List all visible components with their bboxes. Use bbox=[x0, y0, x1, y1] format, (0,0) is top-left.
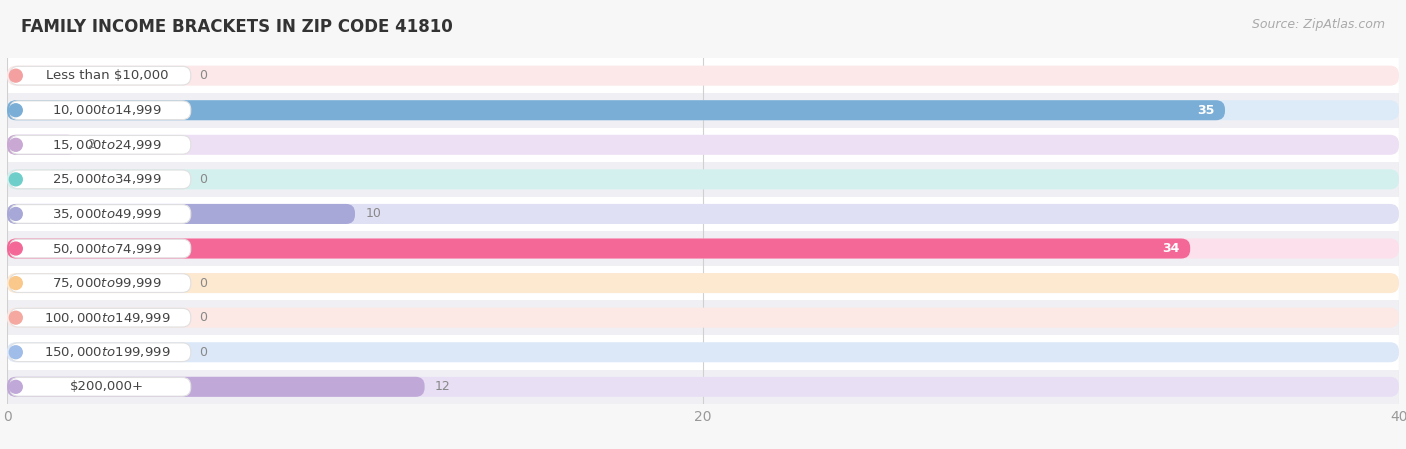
Text: $75,000 to $99,999: $75,000 to $99,999 bbox=[52, 276, 162, 290]
FancyBboxPatch shape bbox=[7, 308, 1399, 328]
FancyBboxPatch shape bbox=[7, 273, 1399, 293]
Text: FAMILY INCOME BRACKETS IN ZIP CODE 41810: FAMILY INCOME BRACKETS IN ZIP CODE 41810 bbox=[21, 18, 453, 36]
Circle shape bbox=[10, 277, 22, 290]
Circle shape bbox=[10, 380, 22, 393]
Text: 0: 0 bbox=[200, 346, 208, 359]
FancyBboxPatch shape bbox=[7, 238, 1399, 259]
Text: 35: 35 bbox=[1197, 104, 1215, 117]
FancyBboxPatch shape bbox=[7, 204, 1399, 224]
Text: Source: ZipAtlas.com: Source: ZipAtlas.com bbox=[1251, 18, 1385, 31]
Text: 34: 34 bbox=[1163, 242, 1180, 255]
FancyBboxPatch shape bbox=[10, 308, 191, 327]
Bar bbox=[7, 162, 1399, 197]
Text: 10: 10 bbox=[366, 207, 381, 220]
FancyBboxPatch shape bbox=[7, 100, 1399, 120]
FancyBboxPatch shape bbox=[7, 135, 1399, 155]
Text: 0: 0 bbox=[200, 277, 208, 290]
FancyBboxPatch shape bbox=[7, 100, 1225, 120]
Text: $25,000 to $34,999: $25,000 to $34,999 bbox=[52, 172, 162, 186]
Text: $35,000 to $49,999: $35,000 to $49,999 bbox=[52, 207, 162, 221]
Text: $10,000 to $14,999: $10,000 to $14,999 bbox=[52, 103, 162, 117]
Circle shape bbox=[10, 311, 22, 324]
FancyBboxPatch shape bbox=[7, 169, 1399, 189]
Bar bbox=[7, 93, 1399, 128]
Bar bbox=[7, 231, 1399, 266]
FancyBboxPatch shape bbox=[7, 342, 1399, 362]
FancyBboxPatch shape bbox=[7, 377, 1399, 397]
FancyBboxPatch shape bbox=[7, 238, 1191, 259]
FancyBboxPatch shape bbox=[10, 66, 191, 85]
Text: $100,000 to $149,999: $100,000 to $149,999 bbox=[44, 311, 170, 325]
Circle shape bbox=[10, 69, 22, 82]
FancyBboxPatch shape bbox=[10, 136, 191, 154]
Bar bbox=[7, 197, 1399, 231]
Text: 0: 0 bbox=[200, 69, 208, 82]
FancyBboxPatch shape bbox=[7, 66, 1399, 86]
Text: 12: 12 bbox=[434, 380, 451, 393]
Text: Less than $10,000: Less than $10,000 bbox=[46, 69, 169, 82]
FancyBboxPatch shape bbox=[7, 135, 77, 155]
Text: 0: 0 bbox=[200, 173, 208, 186]
Text: 0: 0 bbox=[200, 311, 208, 324]
Text: 2: 2 bbox=[87, 138, 96, 151]
Text: $200,000+: $200,000+ bbox=[70, 380, 145, 393]
Bar bbox=[7, 266, 1399, 300]
Text: $50,000 to $74,999: $50,000 to $74,999 bbox=[52, 242, 162, 255]
Circle shape bbox=[10, 173, 22, 186]
FancyBboxPatch shape bbox=[7, 204, 354, 224]
FancyBboxPatch shape bbox=[10, 343, 191, 361]
Text: $150,000 to $199,999: $150,000 to $199,999 bbox=[44, 345, 170, 359]
Bar bbox=[7, 128, 1399, 162]
FancyBboxPatch shape bbox=[10, 101, 191, 119]
FancyBboxPatch shape bbox=[7, 377, 425, 397]
Bar bbox=[7, 370, 1399, 404]
Circle shape bbox=[10, 138, 22, 151]
FancyBboxPatch shape bbox=[10, 205, 191, 223]
Circle shape bbox=[10, 207, 22, 220]
Circle shape bbox=[10, 346, 22, 359]
Bar bbox=[7, 58, 1399, 93]
FancyBboxPatch shape bbox=[10, 170, 191, 189]
Bar bbox=[7, 300, 1399, 335]
Bar bbox=[7, 335, 1399, 370]
Circle shape bbox=[10, 104, 22, 117]
FancyBboxPatch shape bbox=[10, 239, 191, 258]
Circle shape bbox=[10, 242, 22, 255]
FancyBboxPatch shape bbox=[10, 274, 191, 292]
Text: $15,000 to $24,999: $15,000 to $24,999 bbox=[52, 138, 162, 152]
FancyBboxPatch shape bbox=[10, 378, 191, 396]
